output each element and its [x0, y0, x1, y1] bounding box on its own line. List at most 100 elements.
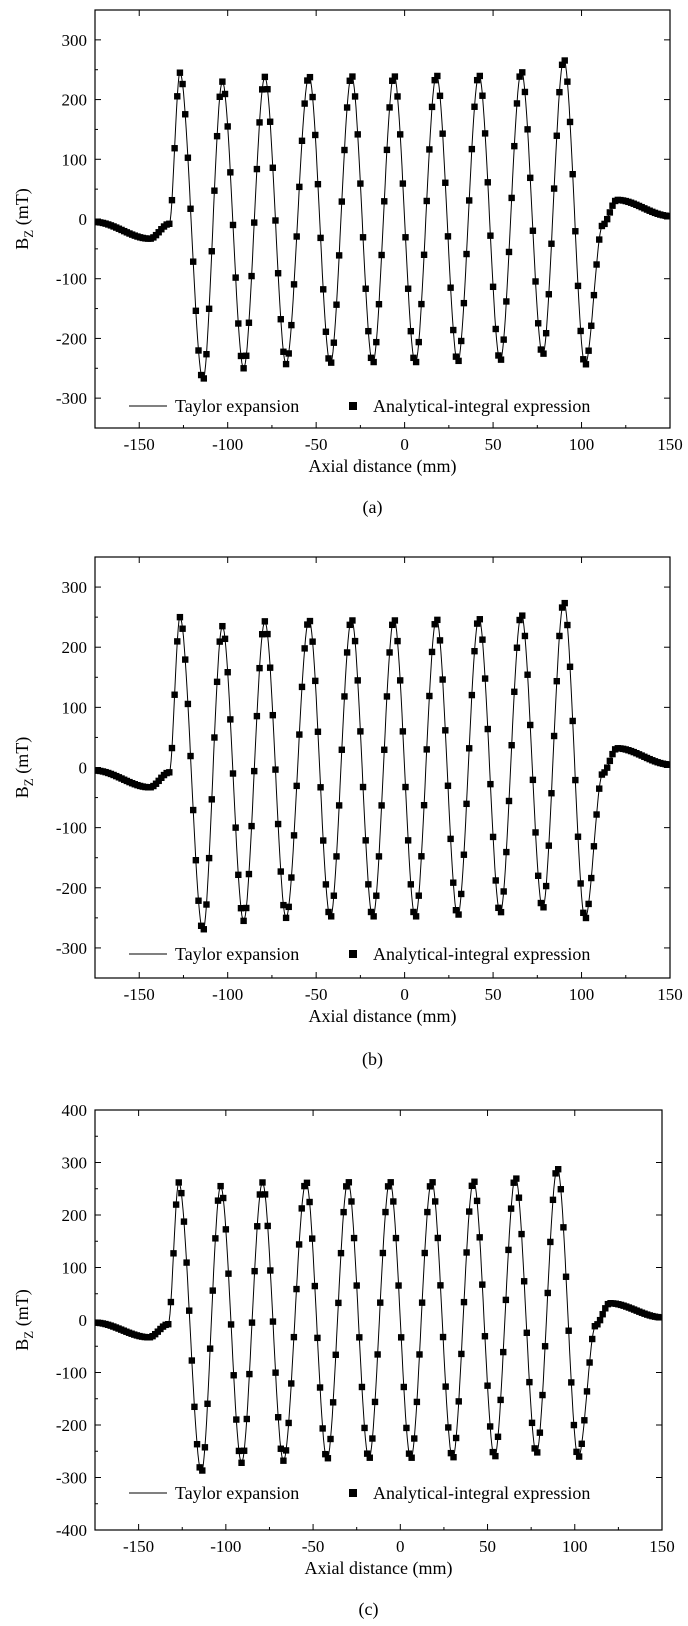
- data-point-square: [428, 103, 436, 111]
- data-point-square: [389, 621, 396, 629]
- data-point-square: [458, 1350, 465, 1358]
- data-point-square: [187, 205, 194, 212]
- data-point-square: [528, 1419, 536, 1427]
- data-point-square: [277, 316, 284, 323]
- data-point-square: [330, 892, 338, 899]
- data-point-square: [237, 905, 245, 912]
- x-tick-label: 150: [657, 985, 683, 1004]
- x-tick-label: -100: [212, 985, 243, 1004]
- data-point-square: [484, 179, 491, 186]
- data-point-square: [325, 355, 332, 362]
- data-point-square: [577, 327, 584, 335]
- data-point-square: [390, 1198, 397, 1205]
- data-point-square: [317, 784, 324, 791]
- data-point-square: [172, 1201, 180, 1208]
- data-point-square: [216, 638, 223, 645]
- data-point-square: [460, 1298, 468, 1306]
- data-point-square: [248, 1319, 256, 1326]
- series-line-taylor-expansion: [95, 600, 670, 933]
- data-point-square: [560, 1224, 567, 1231]
- data-point-square: [423, 197, 430, 205]
- data-point-square: [418, 300, 425, 308]
- data-point-square: [468, 145, 476, 153]
- data-point-square: [558, 604, 566, 611]
- data-point-square: [282, 914, 290, 922]
- data-point-square: [544, 1289, 551, 1297]
- data-point-square: [193, 1441, 201, 1448]
- data-point-square: [497, 1396, 504, 1404]
- data-point-square: [536, 1429, 544, 1436]
- data-point-square: [375, 853, 383, 860]
- data-point-square: [251, 219, 258, 226]
- data-point-square: [609, 750, 616, 758]
- data-point-square: [168, 744, 176, 752]
- x-tick-label: -150: [124, 985, 155, 1004]
- data-point-square: [335, 252, 343, 259]
- data-point-square: [452, 906, 460, 914]
- data-point-square: [178, 1189, 185, 1197]
- data-point-square: [450, 879, 457, 886]
- data-point-square: [407, 327, 415, 335]
- chart-panel-a: -150 -100 -50 0 50 100 150 -300 -200 -100 0 100 200 3…: [12, 9, 683, 518]
- data-point-square: [311, 1282, 319, 1290]
- data-point-square: [333, 301, 340, 308]
- data-point-square: [168, 196, 176, 204]
- data-point-square: [497, 908, 505, 916]
- data-point-square: [549, 1196, 557, 1204]
- data-point-square: [330, 339, 338, 346]
- data-point-square: [473, 1197, 481, 1205]
- data-point-square: [306, 73, 314, 81]
- data-point-square: [274, 1414, 282, 1421]
- legend-label-taylor: Taylor expansion: [175, 944, 299, 964]
- y-tick-label: 300: [62, 1154, 88, 1173]
- y-tick-label: -100: [56, 270, 87, 289]
- data-point-square: [350, 1234, 358, 1242]
- data-point-square: [450, 326, 457, 334]
- data-point-square: [221, 635, 229, 643]
- data-point-square: [574, 833, 582, 840]
- data-point-square: [332, 1351, 339, 1358]
- legend: Taylor expansion Analytical-integral expr…: [123, 395, 638, 419]
- data-point-square: [508, 742, 515, 749]
- y-tick-label: -200: [56, 329, 87, 348]
- data-point-square: [166, 220, 173, 227]
- data-point-square: [280, 1457, 287, 1464]
- data-point-square: [343, 1183, 350, 1190]
- data-point-square: [363, 1450, 371, 1457]
- data-point-square: [534, 872, 542, 879]
- data-point-square: [324, 1455, 332, 1462]
- data-point-square: [288, 1380, 295, 1387]
- data-point-square: [447, 835, 454, 843]
- data-point-square: [290, 1333, 298, 1341]
- data-point-square: [365, 881, 372, 888]
- data-point-square: [267, 1267, 274, 1274]
- data-point-square: [554, 1166, 562, 1173]
- data-point-square: [489, 283, 497, 291]
- data-point-square: [394, 637, 401, 645]
- data-point-square: [200, 926, 208, 933]
- data-point-square: [293, 1285, 300, 1293]
- data-point-square: [553, 132, 560, 139]
- data-point-square: [436, 637, 444, 644]
- data-point-square: [513, 644, 521, 651]
- data-point-square: [333, 853, 340, 860]
- data-point-square: [240, 1447, 248, 1454]
- x-tick-label: -50: [302, 1537, 325, 1556]
- data-point-square: [583, 1388, 591, 1395]
- data-point-square: [306, 617, 314, 625]
- series-markers-analytical-integral: [95, 1166, 662, 1474]
- data-point-square: [235, 871, 242, 879]
- data-point-square: [606, 209, 614, 216]
- data-point-square: [497, 356, 505, 363]
- data-point-square: [351, 637, 359, 645]
- data-point-square: [601, 769, 608, 776]
- data-point-square: [426, 692, 433, 700]
- data-point-square: [245, 319, 253, 326]
- data-point-square: [513, 1175, 520, 1182]
- legend-label-taylor: Taylor expansion: [175, 1483, 299, 1503]
- data-point-square: [539, 1391, 546, 1399]
- y-tick-label: -300: [56, 939, 87, 958]
- data-point-square: [402, 783, 409, 791]
- data-point-square: [373, 338, 380, 346]
- data-point-square: [452, 1434, 460, 1442]
